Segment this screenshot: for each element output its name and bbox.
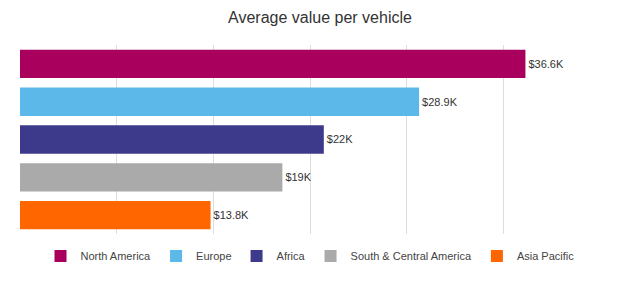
svg-text:$13.8K: $13.8K [214,209,250,221]
svg-text:$22K: $22K [327,133,353,145]
svg-text:South & Central America: South & Central America [351,250,472,262]
svg-text:Europe: Europe [196,250,231,262]
svg-text:$19K: $19K [285,171,311,183]
svg-text:$28.9K: $28.9K [422,96,458,108]
svg-text:Average value per vehicle: Average value per vehicle [228,9,412,26]
svg-text:$36.6K: $36.6K [528,58,564,70]
svg-text:Africa: Africa [277,250,306,262]
svg-text:North America: North America [81,250,152,262]
svg-text:Asia Pacific: Asia Pacific [517,250,574,262]
